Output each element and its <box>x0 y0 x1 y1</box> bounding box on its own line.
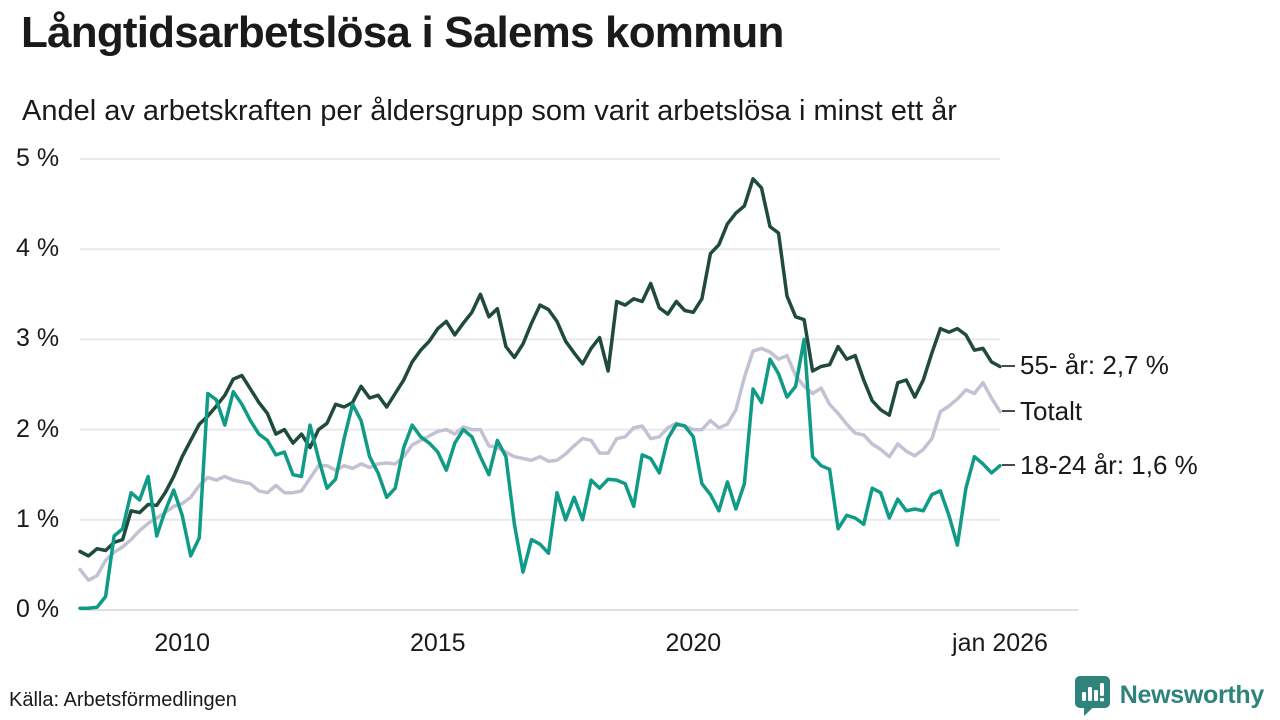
series-label-55- år: 55- år: 2,7 % <box>1020 350 1169 381</box>
label-connector-dash <box>1002 364 1015 367</box>
series-line-18-24 år <box>78 337 1002 610</box>
series-end-label: 18-24 år: 1,6 % <box>1002 450 1198 481</box>
page-title: Långtidsarbetslösa i Salems kommun <box>21 8 784 57</box>
y-axis-tick-label: 3 % <box>16 324 60 353</box>
newsworthy-brand: Newsworthy <box>1074 675 1264 716</box>
label-connector-dash <box>1002 464 1015 467</box>
newsworthy-logo-icon <box>1074 675 1111 716</box>
y-axis-tick-label: 4 % <box>16 234 60 263</box>
x-axis-tick-label: jan 2026 <box>952 629 1048 657</box>
y-axis-tick-label: 0 % <box>16 595 60 623</box>
source-note: Källa: Arbetsförmedlingen <box>9 689 237 711</box>
y-axis-tick-label: 2 % <box>16 414 60 443</box>
newsworthy-wordmark: Newsworthy <box>1119 681 1265 709</box>
series-line-55- år <box>78 177 1002 558</box>
chart-subtitle: Andel av arbetskraften per åldersgrupp s… <box>22 95 957 127</box>
series-label-Totalt: Totalt <box>1020 395 1083 426</box>
x-axis-tick-label: 2010 <box>154 629 211 657</box>
y-axis-tick-label: 1 % <box>16 504 60 533</box>
series-line-Totalt <box>78 346 1002 582</box>
series-end-label: 55- år: 2,7 % <box>1002 350 1169 381</box>
series-end-label: Totalt <box>1002 396 1082 427</box>
x-axis-tick-label: 2015 <box>409 629 466 657</box>
series-label-18-24 år: 18-24 år: 1,6 % <box>1020 449 1198 480</box>
label-connector-dash <box>1002 410 1015 413</box>
x-axis-tick-label: 2020 <box>665 629 722 657</box>
y-axis-tick-label: 5 % <box>16 144 60 172</box>
